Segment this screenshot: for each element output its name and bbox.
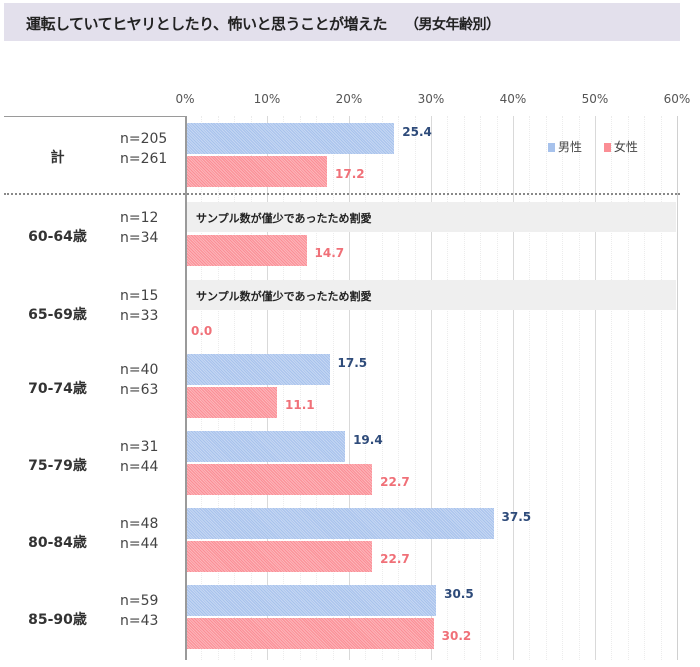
omitted-note: サンプル数が僅少であったため割愛 <box>186 202 676 232</box>
value-label-female: 14.7 <box>314 246 345 260</box>
value-label-female: 0.0 <box>191 324 213 338</box>
gridline <box>283 116 285 660</box>
x-tick-label: 40% <box>499 92 527 106</box>
gridline <box>611 116 613 660</box>
n-female: n=33 <box>120 308 159 324</box>
bar-male <box>186 585 437 616</box>
n-male: n=48 <box>120 516 159 532</box>
gridline <box>463 116 465 660</box>
bar-female <box>186 235 307 266</box>
total-separator <box>4 193 680 195</box>
gridline <box>644 116 646 660</box>
value-label-male: 17.5 <box>337 356 368 370</box>
bar-male <box>186 123 395 154</box>
x-tick-label: 50% <box>581 92 609 106</box>
x-tick-label: 10% <box>253 92 281 106</box>
value-label-female: 11.1 <box>285 398 315 412</box>
legend-item-male: 男性 <box>548 138 582 155</box>
gridline <box>627 116 629 660</box>
n-male: n=31 <box>120 439 159 455</box>
header-divider <box>4 116 186 117</box>
legend-swatch-male-icon <box>548 143 555 152</box>
title-text: 運転していてヒヤリとしたり、怖いと思うことが増えた <box>26 15 388 33</box>
bar-male <box>186 431 346 462</box>
category-label: 計 <box>50 150 65 166</box>
gridline <box>496 116 498 660</box>
gridline <box>431 116 432 660</box>
value-label-male: 30.5 <box>444 587 474 601</box>
gridline <box>316 116 318 660</box>
gridline <box>595 116 596 660</box>
value-label-female: 30.2 <box>441 629 472 643</box>
value-label-male: 37.5 <box>501 510 532 524</box>
category-label: 60-64歳 <box>28 229 87 245</box>
n-female: n=34 <box>120 230 159 246</box>
gridline <box>562 116 564 660</box>
gridline <box>480 116 482 660</box>
bar-female <box>186 618 434 649</box>
bar-female <box>186 541 373 572</box>
gridline <box>578 116 580 660</box>
gridline <box>529 116 531 660</box>
gridline <box>513 116 514 660</box>
gridline <box>299 116 301 660</box>
y-axis <box>185 116 187 660</box>
legend-label-female: 女性 <box>613 140 638 154</box>
chart-title: 運転していてヒヤリとしたり、怖いと思うことが増えた （男女年齢別） <box>26 13 500 34</box>
subtitle-text: （男女年齢別） <box>405 17 500 33</box>
gridline <box>545 116 547 660</box>
n-male: n=12 <box>120 210 159 226</box>
value-label-male: 25.4 <box>402 125 432 139</box>
category-label: 65-69歳 <box>28 307 87 323</box>
gridline <box>381 116 383 660</box>
omitted-note-text: サンプル数が僅少であったため割愛 <box>196 212 372 225</box>
category-label: 75-79歳 <box>28 458 87 474</box>
n-female: n=261 <box>120 151 168 167</box>
gridline <box>414 116 416 660</box>
legend-swatch-female-icon <box>603 143 611 152</box>
gridline <box>365 116 367 660</box>
gridline <box>398 116 400 660</box>
value-label-female: 22.7 <box>380 552 410 566</box>
title-bar: 運転していてヒヤリとしたり、怖いと思うことが増えた （男女年齢別） <box>4 3 680 41</box>
n-male: n=59 <box>120 593 159 609</box>
legend-label-male: 男性 <box>558 140 583 154</box>
category-label: 80-84歳 <box>28 535 87 551</box>
x-tick-label: 30% <box>417 92 445 106</box>
bar-female <box>186 464 373 495</box>
omitted-note: サンプル数が僅少であったため割愛 <box>186 280 676 310</box>
value-label-male: 19.4 <box>353 433 383 447</box>
gridline <box>349 116 350 660</box>
legend-item-female: 女性 <box>603 138 638 155</box>
bar-male <box>186 354 330 385</box>
n-female: n=63 <box>120 382 159 398</box>
n-male: n=205 <box>120 131 168 147</box>
plot-right-border <box>677 116 678 660</box>
category-label: 70-74歳 <box>28 381 87 397</box>
gridline <box>660 116 662 660</box>
bar-male <box>186 508 494 539</box>
n-female: n=44 <box>120 536 159 552</box>
value-label-female: 17.2 <box>335 167 365 181</box>
gridline <box>332 116 334 660</box>
value-label-female: 22.7 <box>380 475 410 489</box>
legend: 男性 女性 <box>548 138 656 155</box>
x-tick-label: 20% <box>335 92 363 106</box>
gridline <box>447 116 449 660</box>
n-female: n=44 <box>120 459 159 475</box>
bar-female <box>186 387 278 418</box>
n-male: n=40 <box>120 362 159 378</box>
bar-female <box>186 156 328 187</box>
n-male: n=15 <box>120 288 159 304</box>
x-tick-label: 0% <box>175 92 195 106</box>
n-female: n=43 <box>120 613 159 629</box>
omitted-note-text: サンプル数が僅少であったため割愛 <box>196 290 372 303</box>
category-label: 85-90歳 <box>28 612 87 628</box>
x-tick-label: 60% <box>663 92 691 106</box>
